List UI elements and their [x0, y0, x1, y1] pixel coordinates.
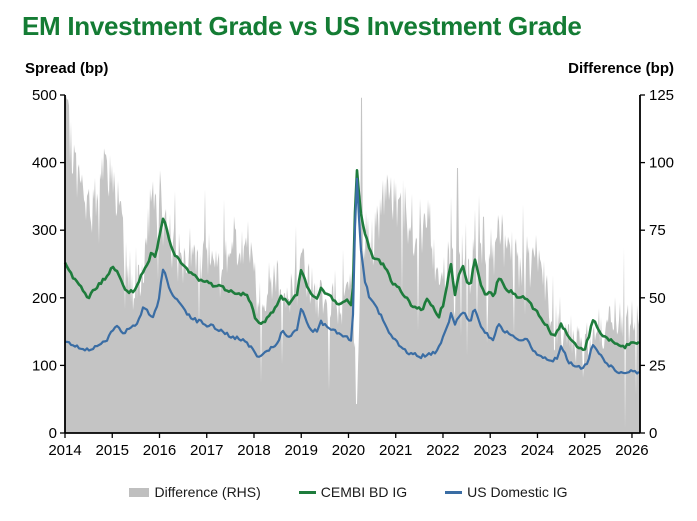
- svg-text:2020: 2020: [332, 442, 365, 459]
- legend-item-difference: Difference (RHS): [129, 484, 261, 500]
- difference-area-swatch-icon: [129, 487, 150, 497]
- svg-text:2016: 2016: [143, 442, 176, 459]
- cembi-line-swatch-icon: [298, 490, 316, 494]
- svg-text:2019: 2019: [285, 442, 318, 459]
- svg-text:2018: 2018: [237, 442, 270, 459]
- right-axis-caption: Difference (bp): [568, 60, 674, 77]
- svg-text:2015: 2015: [96, 442, 129, 459]
- svg-text:2014: 2014: [48, 442, 81, 459]
- svg-text:300: 300: [32, 222, 57, 239]
- svg-text:400: 400: [32, 155, 57, 172]
- legend: Difference (RHS) CEMBI BD IG US Domestic…: [0, 484, 697, 500]
- svg-text:0: 0: [649, 425, 657, 442]
- svg-text:2021: 2021: [379, 442, 412, 459]
- svg-text:0: 0: [49, 425, 57, 442]
- svg-text:2017: 2017: [190, 442, 223, 459]
- legend-label-usig: US Domestic IG: [467, 484, 568, 500]
- svg-text:125: 125: [649, 87, 674, 104]
- legend-item-usig: US Domestic IG: [445, 484, 568, 500]
- svg-text:75: 75: [649, 222, 666, 239]
- svg-text:200: 200: [32, 290, 57, 307]
- left-axis-caption: Spread (bp): [25, 60, 109, 77]
- svg-text:25: 25: [649, 357, 666, 374]
- svg-text:100: 100: [32, 357, 57, 374]
- svg-text:2023: 2023: [474, 442, 507, 459]
- svg-text:50: 50: [649, 290, 666, 307]
- svg-text:500: 500: [32, 87, 57, 104]
- svg-text:2026: 2026: [615, 442, 648, 459]
- svg-text:100: 100: [649, 155, 674, 172]
- chart-title: EM Investment Grade vs US Investment Gra…: [22, 11, 582, 41]
- legend-item-cembi: CEMBI BD IG: [298, 484, 408, 500]
- svg-text:2022: 2022: [426, 442, 459, 459]
- legend-label-difference: Difference (RHS): [154, 484, 261, 500]
- svg-text:2024: 2024: [521, 442, 554, 459]
- legend-label-cembi: CEMBI BD IG: [320, 484, 408, 500]
- us-ig-line-swatch-icon: [445, 490, 463, 494]
- svg-text:2025: 2025: [568, 442, 601, 459]
